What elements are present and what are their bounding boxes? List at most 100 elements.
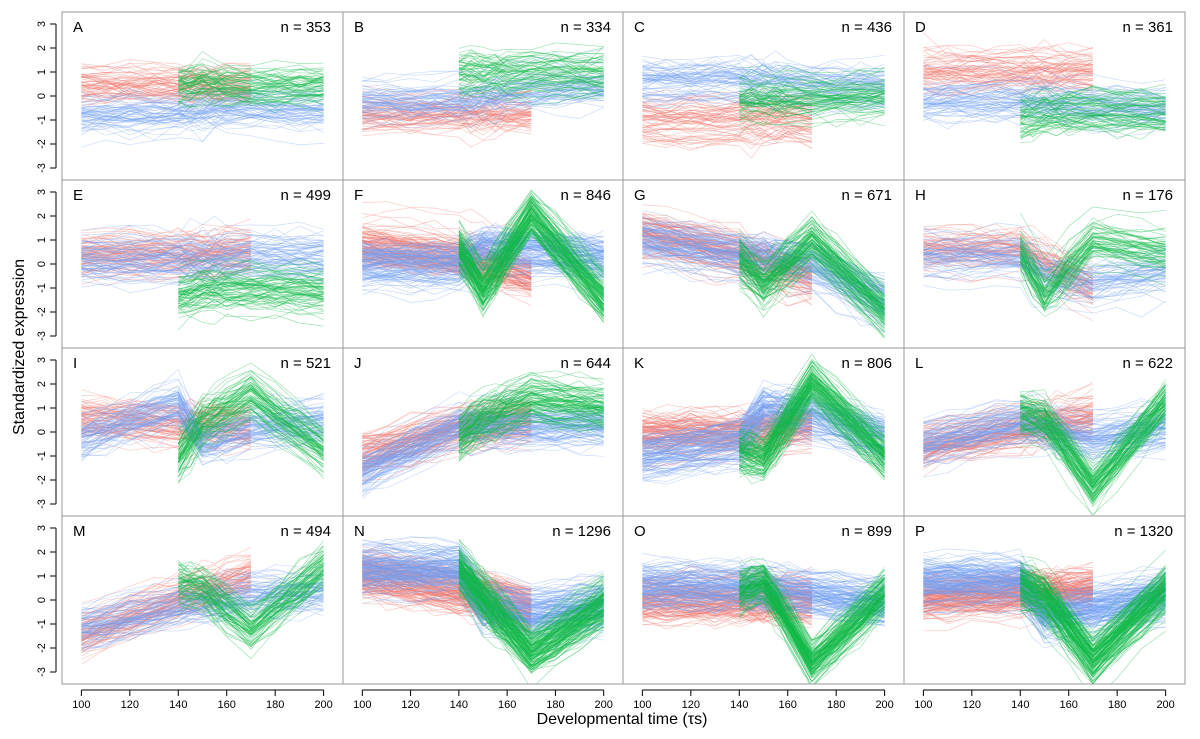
panel-E-red-line	[81, 228, 251, 244]
panel-N-green-line	[458, 568, 604, 653]
panel-O-blue-line	[642, 560, 885, 585]
panel-P-red-line	[923, 574, 1094, 596]
panel-I-red-line	[81, 399, 251, 415]
panel-K-green-line	[739, 394, 885, 468]
panel-H-red-line	[923, 270, 1094, 322]
panel-N-count: n = 1296	[552, 523, 611, 540]
panel-F-red-line	[362, 213, 532, 252]
panel-A-green-line	[178, 76, 324, 88]
panel-G-blue-line	[642, 241, 885, 304]
panel-O-red-line	[642, 565, 812, 581]
panel-J-blue-line	[362, 431, 604, 483]
panel-O-green-line	[739, 567, 885, 659]
panel-F-red-line	[362, 236, 532, 265]
panel-P-green-line	[1020, 592, 1166, 663]
panel-H-red-line	[923, 223, 1093, 260]
panel-F-blue-line	[362, 248, 604, 272]
panel-F-green-line	[458, 214, 604, 294]
panel-N-red-line	[362, 579, 532, 626]
panel-F-red-line	[362, 240, 532, 279]
panel-M-red-line	[81, 589, 252, 650]
panel-N-green-line	[458, 583, 604, 673]
panel-N-blue-line	[362, 566, 604, 621]
panel-K-blue-line	[642, 405, 885, 458]
panel-A-blue-line	[81, 92, 324, 109]
panel-K-red-line	[642, 411, 812, 431]
panel-P-red-line	[923, 572, 1093, 589]
panel-H-green-line	[1020, 232, 1166, 295]
panel-I-red-line	[81, 407, 251, 431]
panel-M-blue-line	[81, 584, 324, 621]
panel-C-blue-line	[642, 72, 885, 89]
panel-P-red-line	[923, 582, 1093, 596]
panel-H-red-line	[923, 255, 1094, 298]
panel-A-green-line	[178, 86, 324, 104]
panel-P-blue-line	[923, 578, 1166, 618]
panel-K-green-line	[739, 365, 885, 443]
panel-F-blue-line	[362, 235, 604, 264]
panel-L-blue-line	[923, 422, 1166, 448]
panel-O-red-line	[642, 592, 812, 605]
panel-N-red-line	[362, 587, 532, 621]
panel-P-blue-line	[923, 569, 1166, 614]
panel-G-red-line	[642, 232, 813, 280]
panel-G-red-line	[642, 216, 813, 264]
panel-A-red-line	[81, 72, 251, 91]
panel-P-green-line	[1020, 590, 1166, 677]
panel-G-red-line	[642, 229, 813, 279]
panel-D-green-line	[1020, 94, 1166, 116]
panel-G-blue-line	[642, 222, 885, 292]
panel-G-green-line	[739, 253, 885, 325]
panel-A-blue-line	[81, 109, 324, 124]
panel-O-blue-line	[642, 584, 885, 612]
panel-O-red-line	[642, 607, 812, 621]
panel-P-blue-line	[923, 570, 1166, 617]
panel-N-red-line	[362, 581, 532, 615]
panel-P-green-line	[1020, 587, 1166, 668]
panel-F-green-line	[458, 202, 604, 291]
panel-A-blue-line	[81, 80, 324, 103]
panel-K-green-line	[739, 372, 885, 453]
panel-K-count: n = 806	[842, 355, 892, 372]
panel-B-red-line	[362, 105, 532, 123]
panel-J-blue-line	[362, 403, 604, 459]
panel-O-red-line	[642, 601, 812, 620]
panel-N-blue-line	[362, 558, 604, 607]
panel-F-red-line	[362, 241, 532, 274]
panel-N-green-line	[458, 562, 604, 647]
panel-P-green-line	[1020, 589, 1166, 671]
panel-K-green-line	[739, 397, 885, 479]
panel-F-blue-line	[362, 254, 604, 283]
panel-A-red-line	[81, 59, 252, 79]
panel-J-red-line	[362, 410, 532, 437]
panel-L-red-line	[923, 417, 1093, 445]
panel-J-lines	[362, 370, 604, 499]
panel-F-red-line	[362, 222, 532, 266]
panel-B-green-line	[458, 85, 604, 102]
panel-J-green-line	[458, 371, 604, 412]
panel-N-blue-line	[362, 559, 604, 612]
panel-I-green-line	[177, 378, 324, 445]
panel-L-green-line	[1020, 408, 1166, 498]
panel-D-blue-line	[923, 86, 1166, 102]
panel-N-red-line	[362, 588, 532, 630]
panel-N-green-line	[458, 578, 604, 657]
panel-J-blue-line	[362, 436, 604, 497]
panel-J-red-line	[362, 423, 532, 472]
panel-L-green-line	[1020, 403, 1166, 489]
panel-A-red-line	[81, 92, 251, 110]
panel-K-red-line	[642, 409, 812, 424]
panel-N-red-line	[362, 588, 532, 627]
panel-G-blue-line	[642, 228, 885, 285]
panel-L-red-line	[923, 423, 1094, 451]
panel-I-blue-line	[81, 394, 324, 438]
panel-G-blue-line	[642, 244, 885, 312]
panel-B-red-line	[362, 114, 532, 130]
panel-F-red-line	[362, 239, 532, 274]
panel-K-green-line	[739, 383, 885, 452]
panel-A-green-line	[178, 76, 324, 90]
panel-K-green-line	[739, 360, 885, 439]
panel-H-red-line	[923, 252, 1094, 305]
panel-P-green-line	[1020, 573, 1166, 645]
